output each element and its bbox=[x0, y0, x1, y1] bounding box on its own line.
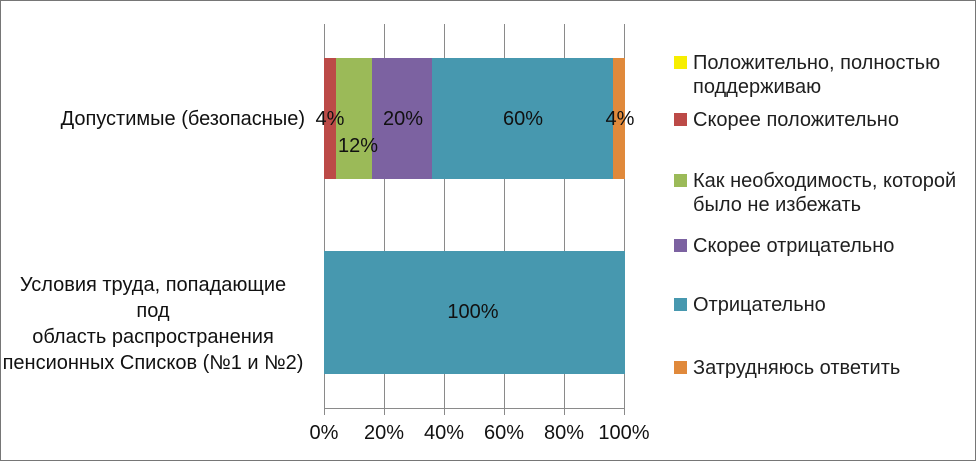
legend-label: Отрицательно bbox=[693, 294, 826, 316]
data-label-bar1-neobhodimost: 12% bbox=[337, 135, 379, 157]
bar-segment bbox=[324, 251, 625, 374]
data-label-bar1-skoree-polozhitelno: 4% bbox=[315, 108, 345, 130]
legend-item-skoree-polozhitelno: Скорее положительно bbox=[674, 108, 974, 132]
data-label-bar1-zatrudnyayus: 4% bbox=[605, 108, 635, 130]
legend-swatch-teal-icon bbox=[674, 298, 687, 311]
gridline-40 bbox=[444, 24, 445, 409]
bar-segment bbox=[336, 58, 373, 179]
axis-tick bbox=[504, 409, 505, 415]
data-label-bar1-skoree-otricatelno: 20% bbox=[382, 108, 424, 130]
bar-segment bbox=[432, 58, 613, 179]
bar-dopustimye bbox=[324, 58, 625, 179]
x-tick-label-60: 60% bbox=[483, 422, 525, 444]
gridline-0 bbox=[324, 24, 325, 409]
legend-swatch-green-icon bbox=[674, 174, 687, 187]
gridline-80 bbox=[564, 24, 565, 409]
axis-tick bbox=[324, 409, 325, 415]
gridline-100 bbox=[624, 24, 625, 409]
x-tick-label-100: 100% bbox=[598, 422, 650, 444]
legend-item-zatrudnyayus: Затрудняюсь ответить bbox=[674, 356, 974, 380]
data-label-bar2-otricatelno: 100% bbox=[447, 301, 499, 323]
legend-label: Положительно, полностью поддерживаю bbox=[693, 52, 941, 98]
x-axis-line bbox=[324, 408, 625, 409]
legend-item-skoree-otricatelno: Скорее отрицательно bbox=[674, 234, 974, 258]
bar-segment bbox=[324, 58, 337, 179]
legend-item-otricatelno: Отрицательно bbox=[674, 293, 974, 317]
legend-swatch-yellow-icon bbox=[674, 56, 687, 69]
data-label-bar1-otricatelno: 60% bbox=[502, 108, 544, 130]
bar-usloviya-truda bbox=[324, 251, 625, 374]
category-label-dopustimye: Допустимые (безопасные) bbox=[60, 108, 305, 130]
x-tick-label-80: 80% bbox=[543, 422, 585, 444]
axis-tick bbox=[564, 409, 565, 415]
axis-tick bbox=[624, 409, 625, 415]
legend-label: Скорее отрицательно bbox=[693, 235, 895, 257]
category-label-usloviya-truda: Условия труда, попадающие под область ра… bbox=[2, 274, 304, 374]
bar-segment bbox=[612, 58, 625, 179]
axis-tick bbox=[444, 409, 445, 415]
legend-item-polozhitelno: Положительно, полностью поддерживаю bbox=[674, 51, 974, 99]
x-tick-label-40: 40% bbox=[423, 422, 465, 444]
legend-label: Скорее положительно bbox=[693, 109, 899, 131]
axis-tick bbox=[384, 409, 385, 415]
legend-label: Как необходимость, которой было не избеж… bbox=[693, 170, 957, 216]
x-tick-label-20: 20% bbox=[363, 422, 405, 444]
legend-swatch-purple-icon bbox=[674, 239, 687, 252]
legend-swatch-orange-icon bbox=[674, 361, 687, 374]
plot-area bbox=[324, 24, 625, 415]
legend-label: Затрудняюсь ответить bbox=[693, 357, 901, 379]
legend-swatch-red-icon bbox=[674, 113, 687, 126]
gridline-60 bbox=[504, 24, 505, 409]
legend-item-neobhodimost: Как необходимость, которой было не избеж… bbox=[674, 169, 974, 217]
x-tick-label-0: 0% bbox=[309, 422, 339, 444]
bar-segment bbox=[372, 58, 433, 179]
gridline-20 bbox=[384, 24, 385, 409]
